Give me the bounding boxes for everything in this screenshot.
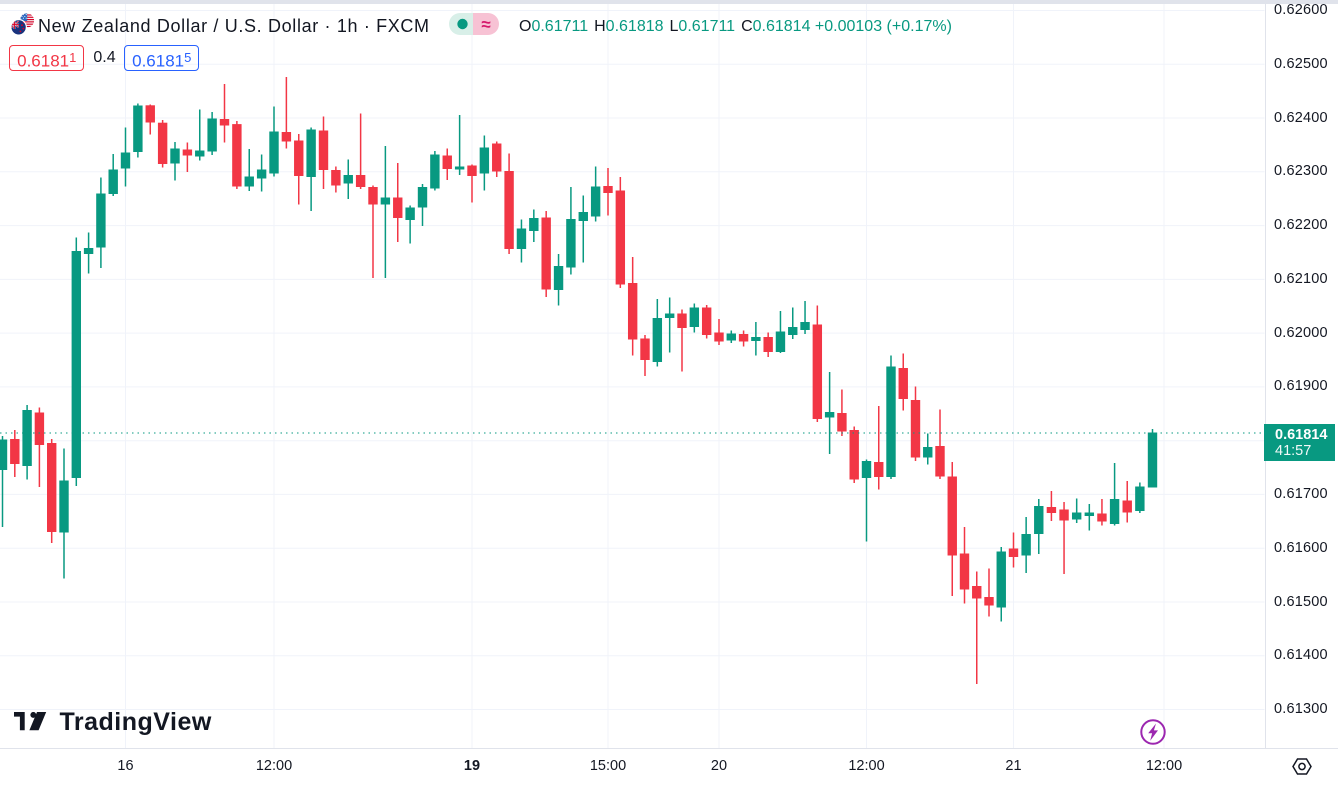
svg-text:≈: ≈ bbox=[481, 15, 490, 34]
